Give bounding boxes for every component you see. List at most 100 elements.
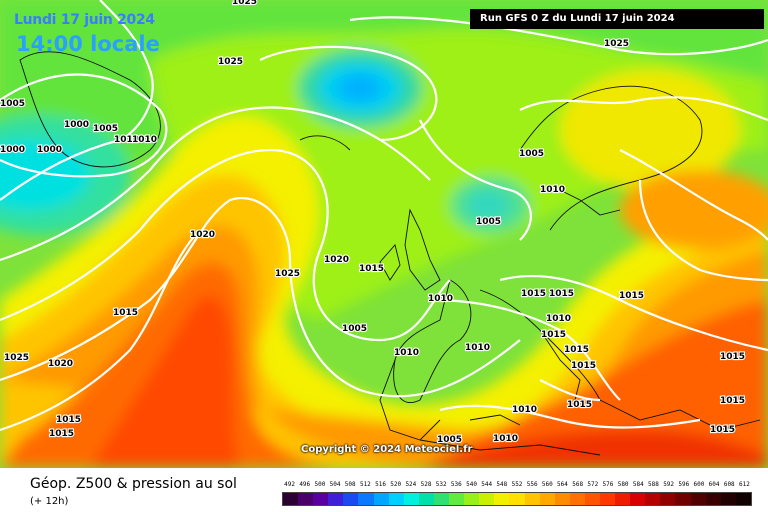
isobar-label: 1015 [720,352,745,362]
legend-value: 504 [329,481,341,488]
legend-swatch [388,493,404,505]
forecast-time: 14:00 locale [16,32,160,56]
isobar-label: 1005 [93,124,118,134]
legend-swatch [358,493,374,505]
legend-value: 556 [526,481,538,488]
legend-swatch [569,493,585,505]
map-footer: Géop. Z500 & pression au sol (+ 12h) 492… [0,468,768,512]
isobar-label: 1005 [437,435,462,445]
isobar-label: 1025 [604,39,629,49]
legend-value: 528 [420,481,432,488]
copyright-notice: Copyright © 2024 Meteociel.fr [301,444,473,455]
isobar-label: 1020 [190,230,215,240]
legend-value: 492 [284,481,295,488]
legend-swatch [675,493,691,505]
isobar-label: 1015 [619,291,644,301]
legend-swatch [735,493,751,505]
legend-value: 580 [617,481,629,488]
legend-value: 604 [708,481,720,488]
isobar-label: 1005 [342,324,367,334]
legend-value: 512 [359,481,371,488]
isobar-label: 1015 [564,345,589,355]
legend-swatch [464,493,480,505]
legend-value: 548 [496,481,508,488]
isobar-label: 1020 [324,255,349,265]
legend-swatch [449,493,465,505]
legend-value: 508 [344,481,356,488]
isobar-label: 1015 [113,308,138,318]
isobar-label: 1010 [114,135,139,145]
isobar-label: 1010 [546,314,571,324]
legend-value: 608 [723,481,735,488]
legend-swatch [705,493,721,505]
legend-swatch [479,493,495,505]
forecast-date: Lundi 17 juin 2024 [14,12,155,28]
legend-value: 584 [632,481,644,488]
isobar-label: 1025 [232,0,257,7]
legend-swatch [283,493,299,505]
isobar-label: 1010 [394,348,419,358]
legend-swatch [494,493,510,505]
legend-swatch [328,493,344,505]
legend-swatch [418,493,434,505]
legend-value: 540 [466,481,477,488]
legend-value: 532 [435,481,447,488]
legend-value: 500 [314,481,326,488]
legend-swatch [660,493,676,505]
isobar-label: 1015 [567,400,592,410]
isobar-label: 1020 [48,359,73,369]
legend-swatch [509,493,525,505]
isobar-label: 1015 [710,425,735,435]
legend-value: 524 [405,481,417,488]
isobar-label: 1015 [521,289,546,299]
legend-scale-labels: 492 496 500 504 508 512 516 520 524 528 532 536 540 5… [282,481,752,491]
legend-swatch [615,493,631,505]
isobar-label: 1010 [512,405,537,415]
legend-swatch [373,493,389,505]
legend-swatch [554,493,570,505]
isobar-label: 1015 [359,264,384,274]
legend-value: 572 [587,481,599,488]
legend-swatch [720,493,736,505]
isobar-label: 1010 [465,343,490,353]
legend-swatch [313,493,329,505]
legend-value: 600 [693,481,705,488]
isobar-label: 1015 [720,396,745,406]
geopotential-field: 1025 1025 1025 1005 1000 1005 1010 1010 … [0,0,768,468]
isobar-lines [0,0,768,432]
legend-value: 536 [450,481,462,488]
legend-value: 576 [602,481,614,488]
isobar-label: 1010 [493,434,518,444]
forecast-lead-time: (+ 12h) [30,496,69,507]
legend-value: 520 [390,481,402,488]
isobar-label: 1025 [275,269,300,279]
isobar-label: 1000 [37,145,62,155]
isobar-label: 1015 [549,289,574,299]
legend-value: 544 [481,481,493,488]
legend-swatch [599,493,616,505]
forecast-map: 1025 1025 1025 1005 1000 1005 1010 1010 … [0,0,768,468]
legend-swatch [539,493,555,505]
legend-value: 588 [648,481,659,488]
legend-swatch [298,493,314,505]
isobar-labels: 1025 1025 1025 1005 1000 1005 1010 1010 … [0,0,746,446]
isobar-label: 1010 [132,135,157,145]
legend-value: 564 [557,481,568,488]
legend-value: 592 [663,481,675,488]
legend-value: 568 [572,481,584,488]
isobar-label: 1015 [49,429,74,439]
legend-swatch [403,493,419,505]
legend-value: 560 [541,481,553,488]
isobar-label: 1000 [0,145,25,155]
legend-swatch [343,493,359,505]
legend-swatch [524,493,540,505]
legend-swatch [645,493,661,505]
color-legend [282,492,752,506]
isobar-label: 1015 [56,415,81,425]
legend-value: 612 [738,481,750,488]
isobar-label: 1015 [571,361,596,371]
legend-swatch [630,493,646,505]
isobar-label: 1005 [476,217,501,227]
legend-value: 552 [511,481,523,488]
